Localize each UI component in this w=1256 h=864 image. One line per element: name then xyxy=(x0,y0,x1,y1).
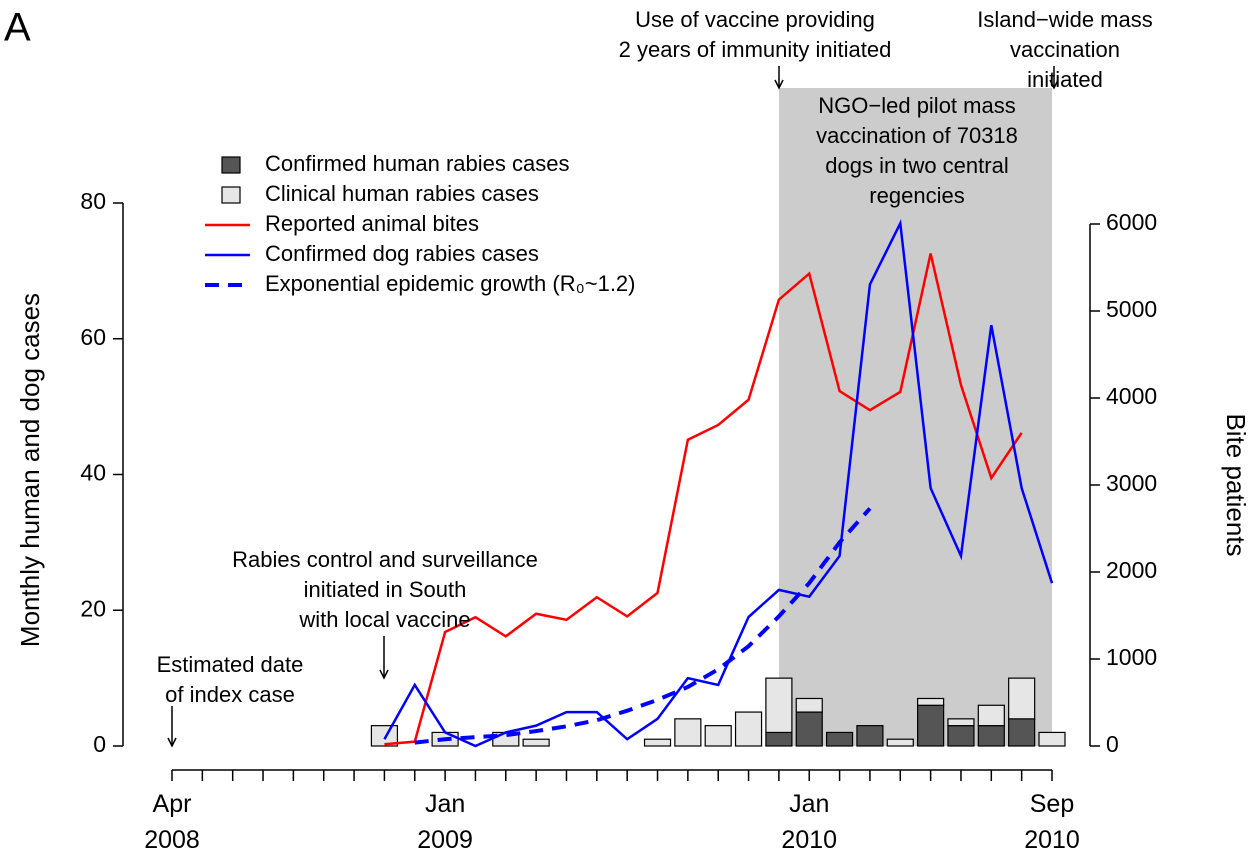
legend-label: Reported animal bites xyxy=(265,211,479,236)
y-tick-label: 40 xyxy=(80,460,106,486)
arrow-head xyxy=(774,79,784,90)
y-tick-label: 60 xyxy=(80,324,106,350)
bar xyxy=(795,697,823,713)
legend-label: Confirmed human rabies cases xyxy=(265,151,569,176)
series-line xyxy=(414,507,872,745)
arrow-head xyxy=(167,737,177,748)
x-tick-label: Jan 2009 xyxy=(417,790,473,854)
bar xyxy=(947,725,975,747)
legend-swatch xyxy=(221,186,241,204)
annotation: Use of vaccine providing 2 years of immu… xyxy=(618,7,892,62)
bar xyxy=(1008,718,1036,747)
bar xyxy=(1038,731,1066,747)
legend-label: Clinical human rabies cases xyxy=(265,181,539,206)
annotation-arrows xyxy=(167,66,1059,748)
bar xyxy=(977,725,1005,747)
panel-label: A xyxy=(4,6,31,50)
annotation: Island−wide mass vaccination initiated xyxy=(977,7,1153,92)
x-tick-label: Jan 2010 xyxy=(781,790,838,854)
y2-tick-label: 0 xyxy=(1106,731,1119,757)
bar xyxy=(704,725,732,747)
vaccination-period-shade xyxy=(779,88,1052,746)
bar xyxy=(886,738,914,747)
y2-tick-label: 2000 xyxy=(1106,557,1157,583)
bar xyxy=(734,711,763,747)
y-tick-label: 80 xyxy=(80,188,106,214)
legend-swatch xyxy=(221,156,241,174)
bar xyxy=(1008,677,1036,720)
arrow-head xyxy=(379,669,389,680)
y2-tick-label: 3000 xyxy=(1106,470,1157,496)
y-tick-label: 0 xyxy=(93,731,106,757)
bar xyxy=(917,704,945,747)
y-axis-label: Monthly human and dog cases xyxy=(15,293,45,647)
series-line xyxy=(384,253,1023,746)
x-tick-label: Sep 2010 xyxy=(1024,790,1080,854)
bar xyxy=(917,697,945,706)
x-tick-label: Apr 2008 xyxy=(144,790,200,854)
bar xyxy=(370,725,399,747)
arrow-head xyxy=(1049,79,1059,90)
bar xyxy=(947,718,975,727)
bar xyxy=(977,704,1005,727)
bar xyxy=(674,718,702,747)
bar xyxy=(765,731,793,747)
legend-label: Confirmed dog rabies cases xyxy=(265,241,539,266)
bar xyxy=(643,738,672,747)
bar xyxy=(522,738,550,747)
y-tick-label: 20 xyxy=(80,595,106,621)
bar xyxy=(795,711,823,747)
y2-tick-label: 1000 xyxy=(1106,644,1157,670)
annotation: Estimated date of index case xyxy=(156,652,304,707)
y2-tick-label: 4000 xyxy=(1106,383,1157,409)
bar xyxy=(856,725,884,747)
y2-tick-label: 5000 xyxy=(1106,296,1157,322)
annotation: Rabies control and surveillance initiate… xyxy=(232,547,538,632)
legend-label: Exponential epidemic growth (R₀~1.2) xyxy=(265,271,636,296)
y2-axis-label: Bite patients xyxy=(1221,413,1251,556)
y2-tick-label: 6000 xyxy=(1106,209,1157,235)
annotation: NGO−led pilot mass vaccination of 70318 … xyxy=(816,93,1018,208)
bar xyxy=(765,677,793,734)
bar xyxy=(825,731,854,747)
